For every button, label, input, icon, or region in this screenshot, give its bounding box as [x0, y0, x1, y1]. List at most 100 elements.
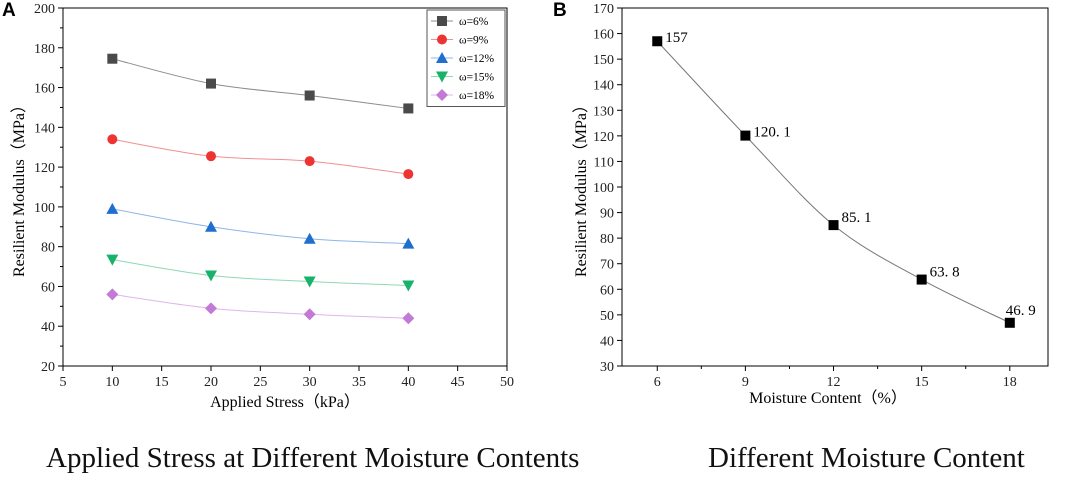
data-point — [916, 274, 927, 285]
y-tick-label: 80 — [600, 232, 614, 247]
y-tick-label: 100 — [593, 181, 614, 196]
x-tick-label: 9 — [742, 375, 749, 390]
data-point — [304, 90, 315, 101]
y-tick-label: 200 — [34, 2, 55, 17]
panel-b-x-axis-label: Moisture Content（%） — [749, 389, 907, 407]
x-tick-label: 12 — [827, 375, 841, 390]
y-tick-label: 140 — [593, 79, 614, 94]
y-tick-label: 140 — [34, 121, 55, 136]
x-tick-label: 50 — [500, 375, 514, 390]
data-point — [107, 134, 118, 145]
data-label: 120. 1 — [753, 125, 791, 141]
caption-left: Applied Stress at Different Moisture Con… — [46, 442, 580, 474]
x-tick-label: 40 — [401, 375, 415, 390]
data-point — [402, 312, 415, 325]
y-tick-label: 20 — [41, 360, 55, 375]
panel-a-label: A — [2, 0, 16, 21]
y-tick-label: 60 — [600, 283, 614, 298]
y-tick-label: 70 — [600, 258, 614, 273]
y-tick-label: 120 — [593, 130, 614, 145]
legend-label: ω=18% — [459, 90, 495, 102]
y-tick-label: 170 — [593, 2, 614, 17]
data-point — [303, 308, 316, 321]
data-point — [304, 156, 315, 167]
legend-marker — [437, 34, 447, 45]
panel-a-y-axis-label: Resilient Modulus（MPa） — [10, 97, 28, 277]
data-point — [106, 202, 119, 214]
data-point — [206, 151, 216, 162]
legend-marker — [437, 16, 447, 26]
data-point — [303, 232, 316, 244]
series-line — [112, 208, 409, 245]
data-point — [205, 270, 217, 282]
data-point — [106, 288, 119, 301]
y-tick-label: 60 — [41, 280, 55, 295]
panel-b-plot-area: 6 9 12 15 18 30 40 50 60 70 80 90 100 110 120 130 140 150… — [593, 2, 1049, 390]
data-label: 157 — [665, 30, 688, 46]
data-point — [740, 130, 751, 141]
data-label: 46. 9 — [1006, 303, 1036, 319]
y-tick-label: 100 — [34, 201, 55, 216]
x-tick-label: 5 — [60, 375, 67, 390]
panel-b-y-axis-label: Resilient Modulus（MPa） — [572, 97, 590, 277]
data-point — [652, 36, 663, 47]
y-tick-label: 90 — [600, 207, 614, 222]
panel-a-legend: ω=6% ω=9% ω=12% ω=15% ω=18% — [426, 9, 506, 107]
panel-b: B 6 9 12 15 18 30 40 50 60 70 80 90 100 110 120 130 140 1… — [553, 0, 1049, 407]
x-tick-label: 20 — [204, 375, 218, 390]
legend-marker — [436, 89, 448, 101]
legend-marker — [436, 52, 448, 63]
x-tick-label: 45 — [451, 375, 465, 390]
data-point — [205, 302, 217, 315]
data-point — [205, 220, 217, 232]
y-tick-label: 160 — [34, 82, 55, 97]
y-tick-label: 160 — [593, 28, 614, 43]
data-label: 85. 1 — [842, 210, 872, 226]
y-tick-label: 120 — [34, 161, 55, 176]
y-tick-label: 80 — [41, 241, 55, 256]
data-point — [403, 103, 414, 114]
data-point — [206, 78, 216, 89]
x-tick-label: 30 — [303, 375, 317, 390]
legend-label: ω=15% — [459, 72, 495, 84]
y-tick-label: 130 — [593, 104, 614, 119]
x-tick-label: 6 — [654, 375, 661, 390]
y-tick-label: 150 — [593, 53, 614, 68]
series-line — [112, 58, 409, 109]
data-point — [403, 169, 414, 180]
data-point — [107, 53, 118, 64]
panel-b-label: B — [553, 0, 567, 21]
y-tick-label: 40 — [41, 320, 55, 335]
x-tick-label: 18 — [1003, 375, 1017, 390]
y-tick-label: 40 — [600, 334, 614, 349]
series-line — [112, 138, 409, 175]
data-point — [402, 280, 415, 292]
legend-label: ω=6% — [459, 16, 489, 28]
y-tick-label: 30 — [600, 360, 614, 375]
data-point — [828, 220, 839, 231]
data-point — [402, 237, 415, 249]
data-point — [106, 254, 119, 266]
legend-label: ω=12% — [459, 53, 495, 65]
x-tick-label: 15 — [155, 375, 169, 390]
y-tick-label: 180 — [34, 42, 55, 57]
legend-marker — [436, 71, 448, 83]
legend-label: ω=9% — [459, 35, 489, 47]
plot-frame — [621, 7, 1049, 367]
data-point — [1004, 317, 1015, 328]
data-point — [303, 276, 316, 288]
series-line — [112, 259, 409, 286]
data-label: 63. 8 — [930, 265, 960, 281]
panel-a-x-axis-label: Applied Stress（kPa） — [210, 393, 360, 411]
x-tick-label: 35 — [352, 375, 366, 390]
y-tick-label: 110 — [594, 155, 614, 170]
y-tick-label: 50 — [600, 309, 614, 324]
x-tick-label: 10 — [105, 375, 119, 390]
panel-a-plot-area: 5 10 15 20 25 30 35 40 45 50 20 40 60 80 100 120 140 160 1… — [34, 2, 514, 390]
x-tick-label: 25 — [253, 375, 267, 390]
series-line — [112, 293, 409, 319]
panel-a: A 5 10 15 20 25 30 35 40 45 50 20 40 60 80 100 120 140 16… — [2, 0, 514, 411]
caption-right: Different Moisture Content — [708, 442, 1025, 474]
x-tick-label: 15 — [915, 375, 929, 390]
